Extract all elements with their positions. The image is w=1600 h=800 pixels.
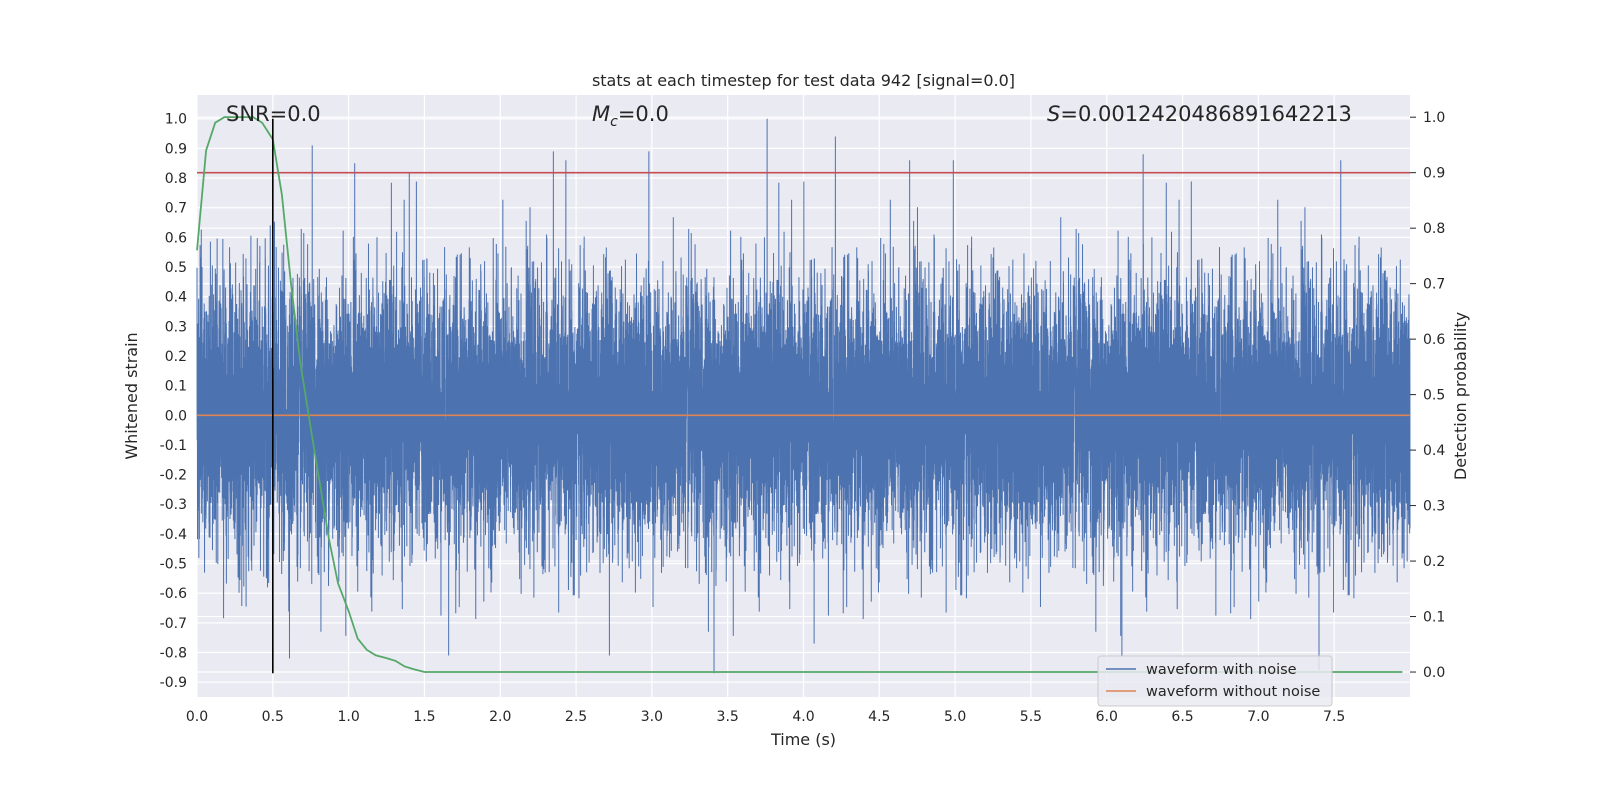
y2-tick-label: 0.8 (1423, 221, 1445, 237)
x-tick-label: 6.5 (1171, 709, 1193, 725)
y2-tick-label: 0.9 (1423, 166, 1445, 182)
axis-ticks: 0.0 0.5 1.0 1.5 2.0 2.5 3.0 3.5 4.0 4.5 5.0 5.5 6.0 6… (160, 110, 1446, 725)
x-tick-label: 2.5 (565, 709, 587, 725)
y2-tick-label: 0.7 (1423, 277, 1445, 293)
x-axis-label: Time (s) (770, 730, 836, 749)
y2-tick-label: 1.0 (1423, 110, 1445, 126)
y-tick-label: -0.6 (160, 586, 187, 602)
s-symbol: S (1047, 102, 1060, 126)
x-tick-label: 1.0 (337, 709, 359, 725)
mc-value: =0.0 (618, 102, 669, 126)
x-tick-label: 1.5 (413, 709, 435, 725)
y-tick-label: 0.8 (165, 171, 187, 187)
y-tick-label: -0.2 (160, 468, 187, 484)
series-waveform-with-noise (196, 118, 1411, 674)
y2-tick-label: 0.3 (1423, 499, 1445, 515)
legend-entry-waveform-with-noise: waveform with noise (1146, 662, 1297, 678)
chart-title: stats at each timestep for test data 942… (592, 71, 1015, 90)
y-tick-label: 0.5 (165, 260, 187, 276)
legend-box (1097, 655, 1333, 707)
y2-tick-label: 0.0 (1423, 665, 1445, 681)
y2-tick-label: 0.6 (1423, 332, 1445, 348)
x-tick-label: 0.5 (262, 709, 284, 725)
x-tick-label: 5.5 (1020, 709, 1042, 725)
y-tick-label: -0.9 (160, 675, 187, 691)
snr-annotation: SNR=0.0 (226, 102, 321, 126)
y-tick-label: 0.6 (165, 230, 187, 246)
reference-lines (196, 116, 1410, 674)
y-tick-label: 0.3 (165, 319, 187, 335)
x-tick-label: 0.0 (186, 709, 208, 725)
y2-tick-label: 0.2 (1423, 554, 1445, 570)
mc-subscript: c (610, 114, 618, 130)
y-tick-label: -0.3 (160, 497, 187, 513)
x-tick-label: 3.0 (641, 709, 663, 725)
s-annotation: S=0.001242048689164221​3 (1047, 102, 1352, 126)
y2-tick-label: 0.1 (1423, 610, 1445, 626)
y-tick-label: 0.4 (165, 290, 187, 306)
y-tick-label: -0.8 (160, 646, 187, 662)
x-tick-label: 5.0 (944, 709, 966, 725)
series-line-waveform-with-noise (196, 118, 1411, 674)
mc-annotation: Mc=0.0 (592, 102, 669, 130)
y2-tick-label: 0.5 (1423, 388, 1445, 404)
x-tick-label: 6.0 (1096, 709, 1118, 725)
y-tick-label: -0.1 (160, 438, 187, 454)
y-tick-label: -0.5 (160, 557, 187, 573)
y-tick-label: 0.9 (165, 141, 187, 157)
y-tick-label: -0.4 (160, 527, 187, 543)
mc-symbol: M (592, 102, 610, 126)
series-line-detection-probability (196, 116, 1403, 673)
x-tick-label: 3.5 (717, 709, 739, 725)
y-tick-label: 0.2 (165, 349, 187, 365)
y2-axis-label: Detection probability (1451, 312, 1470, 480)
x-tick-label: 4.0 (792, 709, 814, 725)
legend-entry-waveform-without-noise: waveform without noise (1146, 684, 1320, 700)
y-axis-label: Whitened strain (122, 332, 141, 459)
y-tick-label: 0.7 (165, 201, 187, 217)
x-tick-label: 7.0 (1247, 709, 1269, 725)
legend: waveform with noise waveform without noi… (1097, 655, 1333, 707)
y-tick-label: 0.1 (165, 379, 187, 395)
y-tick-label: 1.0 (165, 112, 187, 128)
y-tick-label: -0.7 (160, 616, 187, 632)
x-tick-label: 2.0 (489, 709, 511, 725)
y-tick-label: 0.0 (165, 408, 187, 424)
s-value: =0.001242048689164221​3 (1060, 102, 1352, 126)
x-tick-label: 4.5 (868, 709, 890, 725)
x-tick-label: 7.5 (1323, 709, 1345, 725)
y2-tick-label: 0.4 (1423, 443, 1445, 459)
